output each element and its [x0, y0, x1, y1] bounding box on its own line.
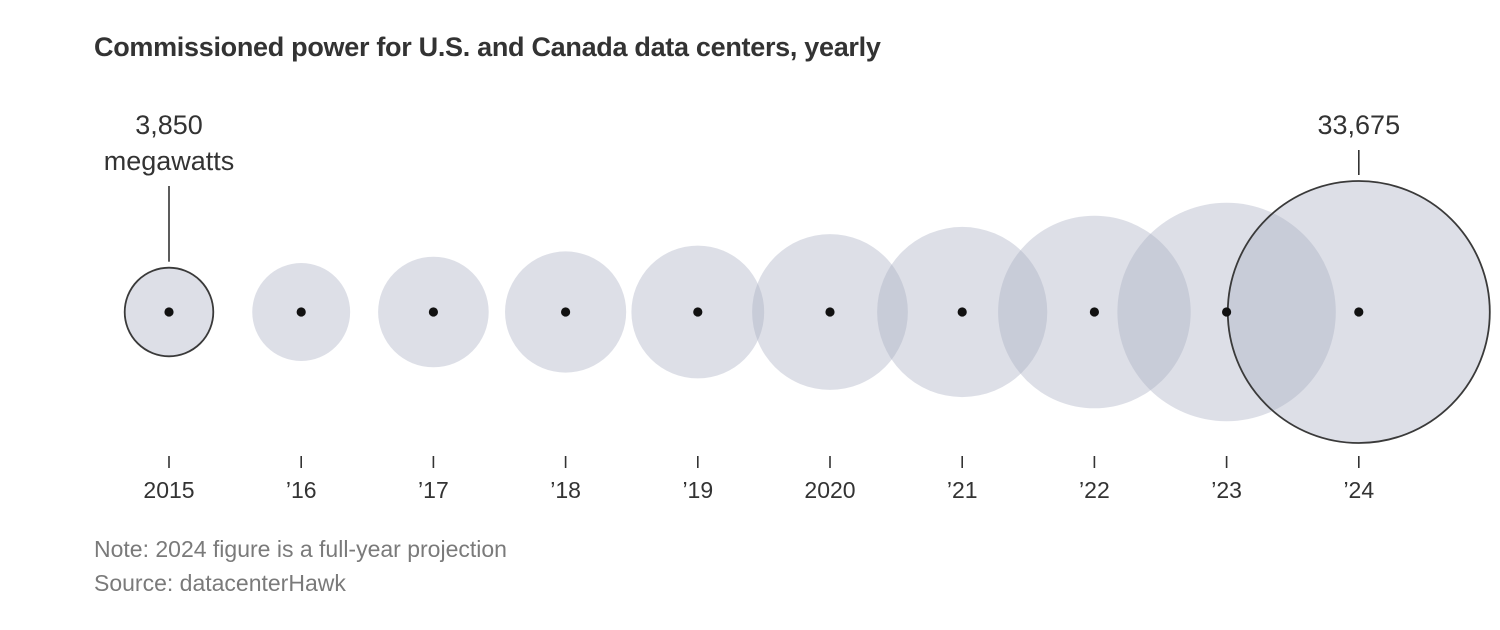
chart-source: Source: datacenterHawk — [94, 570, 346, 596]
x-tick-label-5: ’19 — [682, 477, 713, 503]
x-tick-label-8: ’22 — [1079, 477, 1110, 503]
callout-value-1: 3,850 — [135, 110, 203, 140]
x-tick-label-2: ’16 — [286, 477, 317, 503]
x-tick-label-3: ’17 — [418, 477, 449, 503]
chart-note: Note: 2024 figure is a full-year project… — [94, 536, 507, 562]
center-dots-layer — [164, 307, 1364, 317]
callouts-layer: 3,850 megawatts 33,675 — [104, 110, 1400, 262]
bubble-center-dot-6 — [825, 307, 835, 317]
callout-value-2: 33,675 — [1318, 110, 1401, 140]
bubble-center-dot-10 — [1354, 307, 1364, 317]
x-axis: 2015 ’16 ’17 ’18 ’19 2020 ’21 ’22 ’23 ’24 — [143, 456, 1374, 503]
x-tick-label-4: ’18 — [550, 477, 581, 503]
bubble-center-dot-3 — [428, 307, 438, 317]
bubble-center-dot-8 — [1089, 307, 1099, 317]
bubble-center-dot-2 — [296, 307, 306, 317]
x-tick-label-7: ’21 — [947, 477, 978, 503]
bubble-center-dot-1 — [164, 307, 174, 317]
bubble-center-dot-5 — [693, 307, 703, 317]
chart-title: Commissioned power for U.S. and Canada d… — [94, 32, 881, 62]
bubble-center-dot-7 — [957, 307, 967, 317]
bubbles-layer — [123, 180, 1491, 444]
x-tick-label-1: 2015 — [143, 477, 194, 503]
bubble-center-dot-4 — [561, 307, 571, 317]
x-tick-label-9: ’23 — [1211, 477, 1242, 503]
x-tick-label-6: 2020 — [804, 477, 855, 503]
callout-unit-1: megawatts — [104, 146, 235, 176]
bubble-center-dot-9 — [1222, 307, 1232, 317]
x-tick-label-10: ’24 — [1343, 477, 1374, 503]
